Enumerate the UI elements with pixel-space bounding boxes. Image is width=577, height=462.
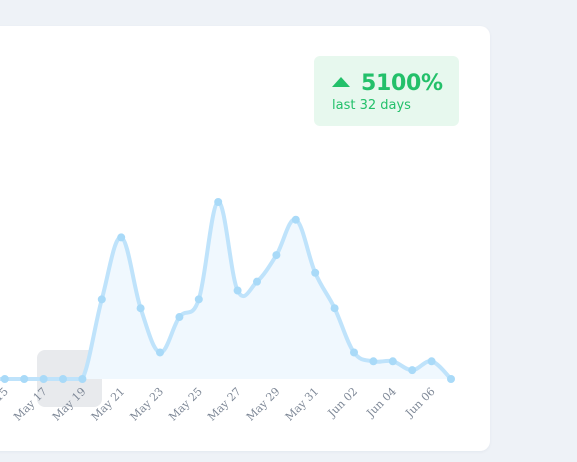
x-tick-label: May 29 [244, 385, 283, 424]
chart-area-fill [0, 201, 451, 380]
data-point[interactable] [388, 357, 397, 366]
x-tick-label: Jun 04 [364, 385, 399, 420]
data-point[interactable] [117, 233, 126, 242]
growth-percentage: 5100% [361, 70, 443, 96]
data-point[interactable] [194, 295, 203, 304]
x-tick-label: May 25 [166, 385, 205, 424]
series-line [0, 199, 453, 382]
data-point[interactable] [156, 348, 164, 357]
data-point[interactable] [330, 304, 339, 313]
data-point[interactable] [233, 286, 242, 295]
data-point[interactable] [447, 375, 455, 383]
growth-period-caption: last 32 days [332, 98, 411, 113]
data-point[interactable] [214, 198, 223, 206]
data-point[interactable] [311, 268, 320, 277]
data-point[interactable] [20, 375, 29, 383]
data-point[interactable] [175, 313, 184, 322]
data-point[interactable] [272, 251, 281, 260]
data-point[interactable] [59, 375, 67, 383]
x-tick-label: May 15 [0, 385, 11, 424]
data-point[interactable] [136, 304, 145, 313]
growth-badge: 5100% last 32 days [314, 56, 459, 126]
x-tick-label: May 31 [283, 385, 322, 424]
data-point[interactable] [408, 366, 417, 375]
data-point[interactable] [0, 375, 9, 383]
x-tick-label: May 27 [205, 385, 244, 424]
data-point[interactable] [97, 295, 106, 304]
x-tick-label: Jun 02 [325, 385, 360, 420]
data-point[interactable] [78, 375, 87, 383]
data-point[interactable] [39, 375, 48, 383]
x-tick-label: May 23 [128, 385, 167, 424]
data-point[interactable] [427, 357, 436, 366]
triangle-up-icon [332, 76, 350, 87]
x-tick-label: Jun 06 [402, 385, 437, 420]
data-point[interactable] [350, 348, 358, 357]
data-point[interactable] [291, 215, 300, 224]
data-point[interactable] [253, 277, 261, 286]
data-point[interactable] [369, 357, 378, 366]
